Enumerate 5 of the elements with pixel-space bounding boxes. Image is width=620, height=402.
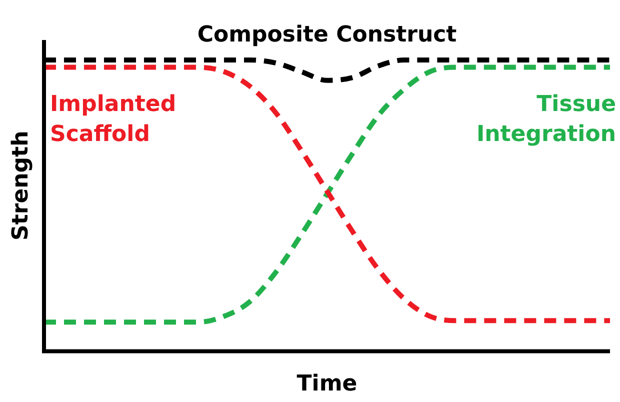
series-label: Implanted Scaffold [50,92,176,147]
y-axis-title: Strength [8,130,34,240]
series-label: Tissue Integration [476,92,616,147]
series-label: Composite Construct [197,22,458,48]
x-axis-title: Time [296,372,358,397]
